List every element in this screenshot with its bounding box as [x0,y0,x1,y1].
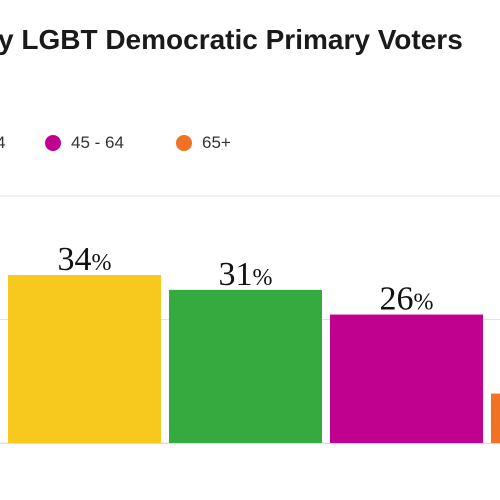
legend-item-18-29[interactable]: 4 [0,133,5,153]
data-label: 26% [380,281,434,318]
data-label: 34% [58,241,112,278]
legend-item-45-64[interactable]: 45 - 64 [45,133,124,153]
legend: 4 45 - 64 65+ [0,133,500,157]
legend-label: 45 - 64 [71,133,124,152]
legend-swatch-icon [45,135,61,151]
bar[interactable] [330,314,483,443]
legend-swatch-icon [176,135,192,151]
legend-item-65-plus[interactable]: 65+ [176,133,231,153]
bar[interactable] [491,393,500,443]
legend-label: 65+ [202,133,231,152]
bar[interactable] [8,275,161,443]
legend-label: 4 [0,133,6,152]
chart-title: y LGBT Democratic Primary Voters [0,24,463,55]
bar[interactable] [169,289,322,443]
data-label: 31% [219,256,273,293]
